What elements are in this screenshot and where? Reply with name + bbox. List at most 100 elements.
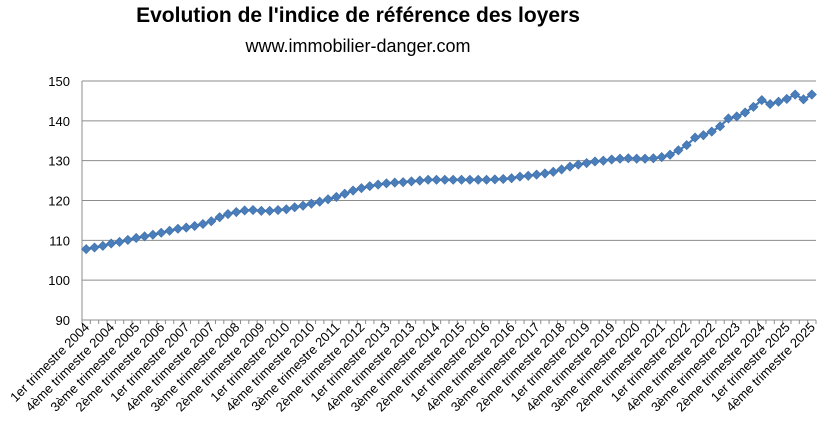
data-point bbox=[498, 173, 509, 185]
data-point bbox=[731, 111, 742, 122]
chart-subtitle: www.immobilier-danger.com bbox=[245, 36, 471, 56]
data-point bbox=[147, 229, 158, 240]
data-point bbox=[181, 222, 192, 233]
data-point bbox=[564, 161, 575, 172]
data-point bbox=[790, 89, 801, 100]
data-point bbox=[247, 205, 259, 216]
data-point bbox=[423, 174, 434, 185]
data-point bbox=[514, 171, 525, 182]
data-point bbox=[798, 94, 809, 105]
data-point bbox=[556, 164, 567, 175]
data-point bbox=[106, 238, 117, 249]
data-point bbox=[139, 231, 150, 242]
data-point bbox=[439, 174, 450, 185]
data-point bbox=[164, 225, 175, 236]
data-point bbox=[381, 178, 392, 189]
data-point bbox=[690, 132, 701, 143]
data-point bbox=[539, 168, 550, 179]
data-point bbox=[473, 174, 484, 185]
y-tick-label: 120 bbox=[48, 194, 70, 209]
data-point bbox=[414, 175, 425, 186]
data-point bbox=[172, 223, 183, 234]
data-point bbox=[89, 242, 100, 253]
data-point bbox=[614, 153, 626, 164]
y-tick-label: 100 bbox=[48, 273, 70, 288]
data-point bbox=[81, 244, 92, 255]
data-point bbox=[623, 153, 634, 164]
y-tick-label: 140 bbox=[48, 114, 70, 129]
data-point bbox=[806, 89, 817, 100]
data-point bbox=[314, 196, 325, 207]
data-point bbox=[339, 188, 350, 199]
data-point bbox=[114, 236, 125, 247]
data-point bbox=[665, 149, 676, 160]
data-point bbox=[348, 185, 359, 196]
y-tick-label: 130 bbox=[48, 154, 70, 169]
data-point bbox=[398, 177, 409, 188]
data-point bbox=[681, 140, 692, 151]
y-tick-labels: 90 100 110 120 130 140 150 bbox=[48, 74, 70, 328]
gridlines bbox=[82, 80, 816, 281]
y-tick-label: 150 bbox=[48, 74, 70, 89]
chart-title: Evolution de l'indice de référence des l… bbox=[136, 4, 580, 27]
data-point bbox=[222, 209, 233, 220]
data-point bbox=[272, 205, 284, 216]
data-point bbox=[581, 158, 592, 169]
series-irl bbox=[81, 89, 817, 255]
data-point bbox=[156, 227, 167, 238]
data-point bbox=[122, 234, 133, 245]
data-point bbox=[131, 232, 142, 243]
data-point bbox=[448, 174, 459, 185]
data-point bbox=[706, 126, 717, 137]
data-point bbox=[256, 205, 267, 216]
data-point bbox=[481, 174, 492, 185]
data-point bbox=[573, 159, 584, 170]
data-point bbox=[773, 96, 784, 107]
data-point bbox=[740, 107, 751, 118]
data-point bbox=[723, 113, 734, 124]
data-point bbox=[356, 183, 367, 194]
data-point bbox=[281, 204, 292, 215]
data-point bbox=[589, 156, 600, 167]
data-point bbox=[306, 198, 317, 209]
data-point bbox=[206, 216, 217, 227]
data-point bbox=[189, 220, 200, 232]
data-point bbox=[639, 153, 651, 164]
data-point bbox=[231, 207, 242, 218]
data-point bbox=[656, 152, 667, 163]
data-point bbox=[631, 153, 642, 164]
data-point bbox=[523, 170, 534, 181]
data-point bbox=[489, 174, 500, 185]
data-point bbox=[364, 181, 375, 192]
data-point bbox=[715, 121, 726, 132]
data-point bbox=[331, 191, 342, 202]
data-point bbox=[389, 177, 400, 188]
data-point bbox=[748, 101, 759, 112]
data-point bbox=[648, 153, 659, 164]
data-point bbox=[464, 174, 475, 185]
data-point bbox=[214, 212, 225, 223]
data-point bbox=[756, 95, 767, 106]
data-point bbox=[197, 218, 208, 230]
data-point bbox=[97, 240, 108, 251]
data-point bbox=[373, 179, 384, 190]
data-point bbox=[598, 155, 609, 166]
data-point bbox=[431, 174, 442, 185]
data-point bbox=[239, 205, 250, 216]
data-point bbox=[673, 145, 684, 156]
data-point bbox=[606, 154, 617, 165]
data-point bbox=[781, 93, 792, 104]
axes bbox=[81, 81, 817, 324]
data-point bbox=[264, 205, 275, 216]
data-point bbox=[406, 176, 417, 187]
data-point bbox=[323, 194, 334, 205]
data-point bbox=[506, 173, 517, 184]
data-point bbox=[548, 166, 559, 177]
data-point bbox=[765, 99, 776, 110]
data-point bbox=[698, 130, 709, 141]
data-point bbox=[531, 169, 542, 180]
data-point bbox=[289, 202, 300, 213]
data-point bbox=[456, 174, 467, 185]
